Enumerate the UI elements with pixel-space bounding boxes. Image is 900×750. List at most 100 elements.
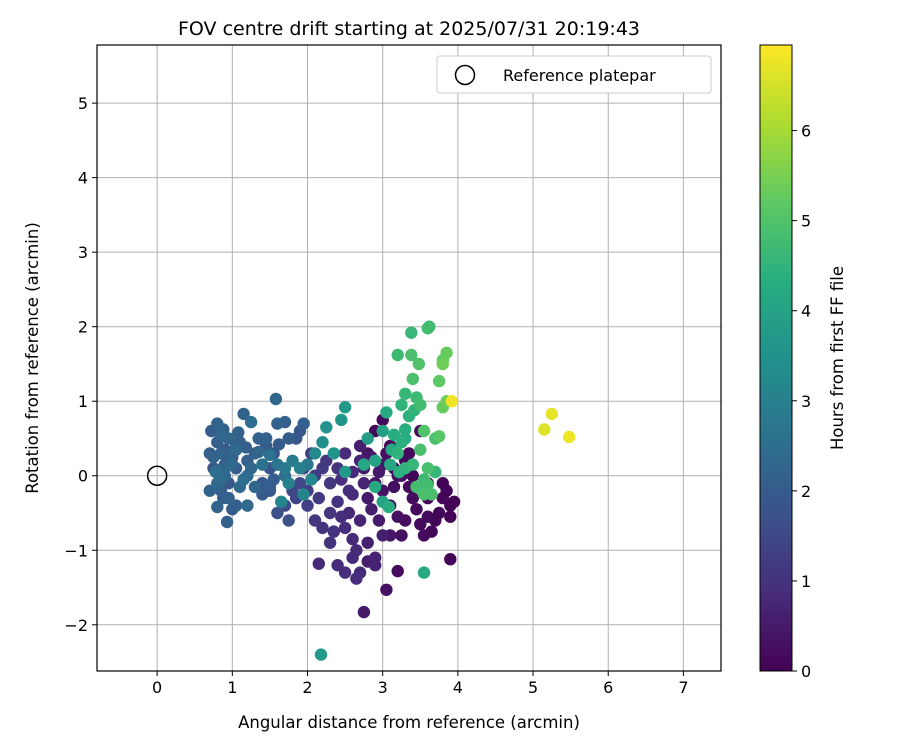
x-tick-label: 1 (227, 678, 237, 697)
data-point (447, 495, 461, 508)
data-point (272, 438, 286, 451)
x-axis-label: Angular distance from reference (arcmin) (238, 713, 580, 732)
data-point (293, 477, 307, 490)
data-point (232, 426, 245, 439)
data-point (421, 510, 434, 523)
data-point (380, 583, 393, 596)
data-point (278, 462, 292, 475)
data-point (241, 499, 254, 512)
x-tick-label: 3 (378, 678, 388, 697)
data-point (406, 491, 419, 505)
data-point (305, 473, 318, 486)
data-point (387, 480, 401, 494)
data-point (372, 514, 386, 527)
data-point (220, 515, 234, 529)
data-point (209, 465, 222, 479)
data-point (316, 436, 329, 449)
data-point (207, 450, 220, 464)
x-tick-label: 4 (453, 678, 463, 697)
data-point (395, 398, 408, 412)
data-point (314, 648, 328, 661)
data-point (327, 447, 340, 460)
data-point (417, 566, 431, 579)
data-point (369, 551, 382, 564)
data-point (391, 564, 404, 578)
data-point (361, 432, 374, 445)
colorbar: 0 1 2 3 4 5 6 Hours from first FF file (759, 44, 847, 681)
data-point (380, 406, 393, 419)
plot-frame (96, 44, 722, 672)
data-point (432, 374, 446, 388)
data-point (323, 536, 337, 549)
data-point (369, 454, 382, 467)
data-point (410, 503, 423, 516)
data-point (399, 423, 412, 436)
colorbar-label: Hours from first FF file (828, 266, 847, 450)
data-point (335, 510, 348, 523)
colorbar-tick-label: 6 (801, 122, 811, 141)
colorbar-tick-label: 0 (801, 662, 811, 681)
data-point (384, 458, 397, 471)
colorbar-tick-label: 3 (801, 392, 811, 411)
x-axis: 0 1 2 3 4 5 6 7 (152, 671, 689, 697)
data-point (350, 544, 363, 557)
data-point (282, 477, 295, 490)
data-point (331, 559, 344, 572)
legend: Reference platepar (436, 55, 712, 94)
data-point (369, 480, 382, 494)
y-tick-label: −2 (64, 616, 88, 635)
data-point (545, 407, 558, 421)
data-point (417, 424, 431, 438)
data-point (562, 430, 576, 444)
data-point (267, 473, 280, 486)
y-tick-label: 3 (78, 243, 88, 262)
data-point (271, 417, 284, 430)
y-tick-label: 5 (78, 94, 88, 113)
data-point (417, 529, 431, 542)
data-point (275, 495, 288, 508)
data-point (260, 432, 273, 445)
legend-label: Reference platepar (503, 66, 656, 85)
data-point (402, 447, 416, 460)
data-point (338, 447, 352, 460)
data-point (421, 322, 434, 335)
data-point (203, 484, 216, 497)
grid (97, 45, 721, 671)
data-point (357, 458, 371, 471)
legend-marker-open-circle (454, 64, 476, 86)
data-point (538, 423, 551, 436)
data-point (406, 372, 419, 386)
data-point (297, 488, 310, 501)
x-tick-label: 7 (678, 678, 688, 697)
y-axis-label: Rotation from reference (arcmin) (23, 222, 42, 494)
data-point (211, 500, 224, 514)
legend-box (436, 55, 712, 94)
data-point (338, 401, 352, 414)
reference-platepar-marker (146, 465, 168, 486)
data-point (353, 514, 367, 527)
colorbar-tick-label: 4 (801, 302, 811, 321)
data-point (405, 326, 418, 339)
data-point (399, 387, 412, 400)
data-point (335, 413, 348, 427)
data-point (229, 443, 243, 456)
data-point (406, 458, 419, 471)
data-point (391, 510, 404, 523)
x-tick-label: 5 (528, 678, 538, 697)
y-tick-label: −1 (64, 541, 88, 560)
data-point (244, 415, 258, 429)
data-point (316, 462, 329, 475)
data-point (445, 395, 459, 408)
data-point (346, 532, 359, 546)
data-point (237, 473, 250, 486)
data-point (361, 491, 374, 505)
data-point (440, 484, 453, 497)
data-point (391, 348, 404, 362)
data-points (203, 320, 576, 661)
colorbar-tick-label: 1 (801, 572, 811, 591)
y-tick-label: 2 (78, 318, 88, 337)
data-point (376, 424, 389, 438)
colorbar-gradient (759, 44, 793, 672)
data-point (237, 407, 250, 421)
data-point (410, 480, 423, 494)
